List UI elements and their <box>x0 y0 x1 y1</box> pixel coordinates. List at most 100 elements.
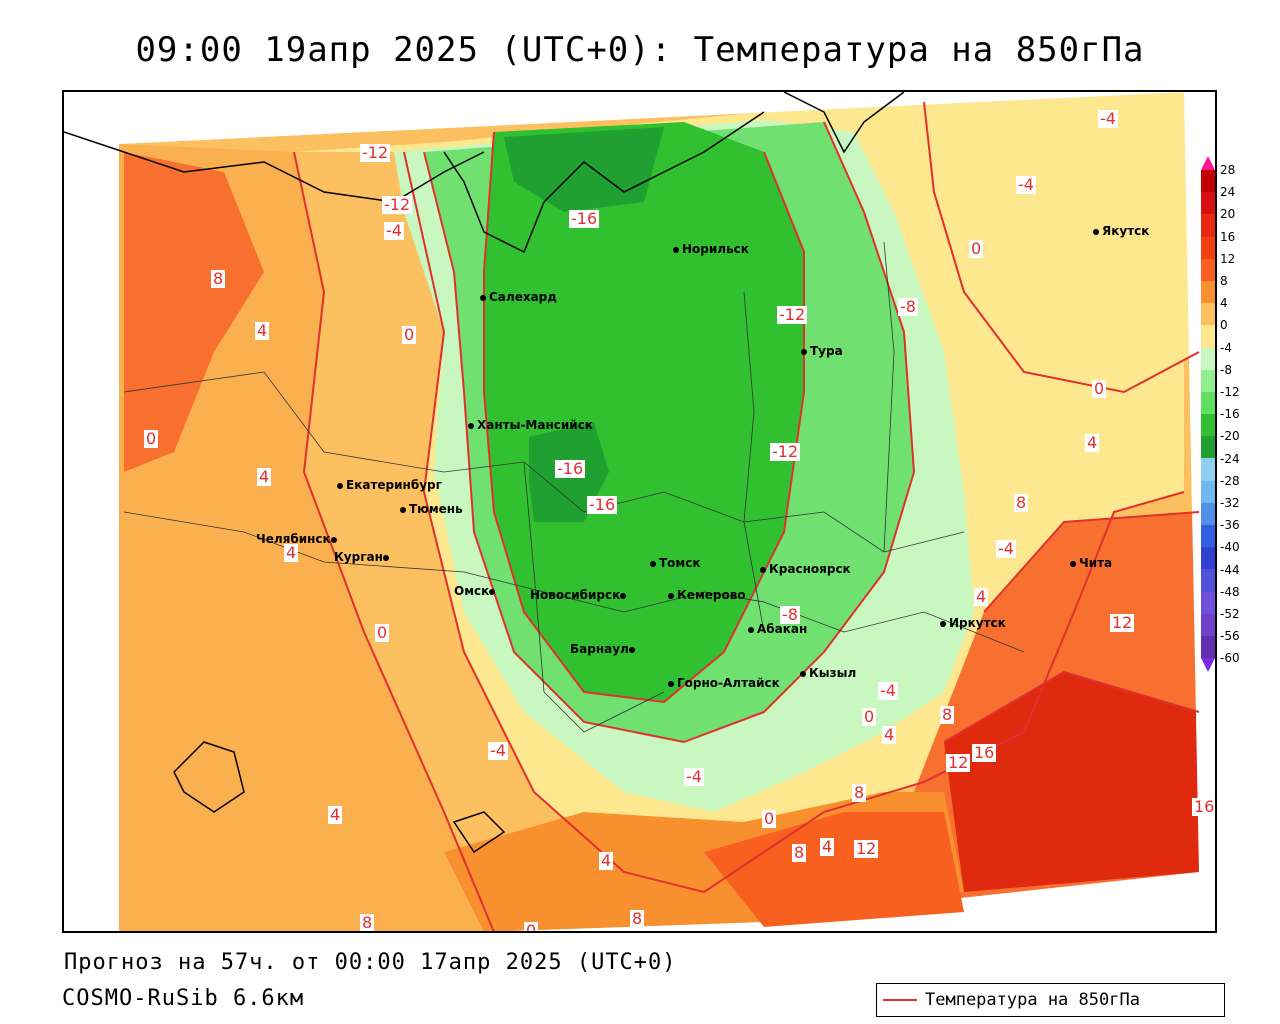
colorbar-bottom-arrow <box>1201 658 1215 673</box>
colorbar-tick-label: 28 <box>1220 163 1236 177</box>
city-marker: Салехард <box>480 290 557 304</box>
isotherm-label: 8 <box>792 843 807 862</box>
colorbar-tick-label: -28 <box>1220 473 1240 488</box>
isotherm-label: -4 <box>684 767 704 786</box>
isotherm-label: 4 <box>255 321 270 340</box>
city-marker: Курган <box>334 550 392 564</box>
isotherm-label: -8 <box>898 297 918 316</box>
isotherm-label: 4 <box>820 837 835 856</box>
hot-area-south <box>704 812 964 927</box>
colorbar-segment <box>1201 525 1215 548</box>
colorbar-tick-label: 4 <box>1220 296 1228 311</box>
colorbar-segment <box>1201 569 1215 592</box>
isotherm-label: -12 <box>360 143 391 162</box>
city-marker: Иркутск <box>940 616 1006 630</box>
colorbar-tick-label: 0 <box>1220 318 1228 333</box>
city-marker: Горно-Алтайск <box>668 676 780 690</box>
colorbar-tick-label: -12 <box>1220 385 1240 399</box>
isotherm-label: 8 <box>630 909 645 928</box>
isotherm-label: -16 <box>587 495 618 514</box>
isotherm-label: -12 <box>777 305 808 324</box>
yellow-northeast <box>924 92 1199 392</box>
colorbar-segment <box>1201 547 1215 570</box>
colorbar-tick-label: -52 <box>1220 607 1240 621</box>
isotherm-label: 4 <box>599 851 614 870</box>
map-area: -12 -12 -4 -16 8 4 0 -12 -8 -4 -4 0 0 -1… <box>62 90 1217 933</box>
city-marker: Чита <box>1070 556 1112 570</box>
isotherm-label: 0 <box>762 809 777 828</box>
colorbar-tick-label: -32 <box>1220 496 1240 510</box>
colorbar-tick-label: -44 <box>1220 562 1240 577</box>
isotherm-label: 0 <box>969 239 984 258</box>
colorbar-segment <box>1201 192 1215 215</box>
colorbar-segment <box>1201 347 1215 370</box>
colorbar-tick-label: -60 <box>1220 651 1240 666</box>
colorbar-segment <box>1201 280 1215 304</box>
isotherm-label: -4 <box>878 681 898 700</box>
colorbar-segment <box>1201 436 1215 459</box>
city-marker: Челябинск <box>256 532 340 546</box>
temperature-colorbar <box>1201 156 1215 673</box>
colorbar-segment <box>1201 214 1215 237</box>
colorbar-segment <box>1201 458 1215 481</box>
city-marker: Ханты-Мансийск <box>468 418 593 432</box>
city-marker: Томск <box>650 556 701 570</box>
city-marker: Тура <box>801 344 843 358</box>
city-marker: Кызыл <box>800 666 856 680</box>
city-marker: Тюмень <box>400 502 463 516</box>
forecast-info: Прогноз на 57ч. от 00:00 17апр 2025 (UTC… <box>64 950 677 975</box>
colorbar-tick-label: -4 <box>1220 340 1232 355</box>
isotherm-label: 4 <box>328 805 343 824</box>
legend: Температура на 850гПа <box>876 983 1225 1017</box>
legend-label: Температура на 850гПа <box>925 990 1140 1010</box>
colorbar-segment <box>1201 369 1215 392</box>
isotherm-label: 8 <box>940 705 955 724</box>
isotherm-label: 4 <box>1085 433 1100 452</box>
colorbar-tick-label: -20 <box>1220 429 1240 444</box>
city-marker: Новосибирск <box>530 588 629 602</box>
cold-core <box>484 122 804 702</box>
colorbar-segment <box>1201 391 1215 415</box>
isotherm-label: 0 <box>402 325 417 344</box>
isotherm-label: 4 <box>882 725 897 744</box>
hot-area-west <box>124 152 264 472</box>
isotherm-label: -4 <box>488 741 508 760</box>
isotherm-label: 8 <box>852 783 867 802</box>
city-marker: Екатеринбург <box>337 478 442 492</box>
colorbar-tick-label: 8 <box>1220 274 1228 288</box>
hottest-southeast <box>944 672 1199 892</box>
colorbar-tick-label: -48 <box>1220 584 1240 599</box>
isotherm-label: 0 <box>144 429 159 448</box>
colorbar-segment <box>1201 414 1215 437</box>
isotherm-label: 8 <box>360 913 375 932</box>
colorbar-segment <box>1201 325 1215 348</box>
city-marker: Барнаул <box>570 642 638 656</box>
legend-line <box>883 999 917 1001</box>
isotherm-label: -12 <box>382 195 413 214</box>
isotherm-label: 4 <box>284 543 299 562</box>
coastlines <box>64 92 905 854</box>
isotherm-label: -8 <box>780 605 800 624</box>
isotherm-label: 0 <box>375 623 390 642</box>
colorbar-segment <box>1201 591 1215 614</box>
colorbar-tick-label: 16 <box>1220 229 1236 244</box>
isotherm-label: 12 <box>854 839 879 858</box>
colorbar-tick-label: 20 <box>1220 207 1236 222</box>
model-name: COSMO-RuSib 6.6км <box>62 986 305 1011</box>
isotherm-label: 4 <box>257 467 272 486</box>
isotherm-label: -16 <box>569 209 600 228</box>
colorbar-tick-label: -40 <box>1220 540 1240 555</box>
isotherm-label: -4 <box>384 221 404 240</box>
isotherm-lines <box>293 101 1200 931</box>
coldest-north <box>504 127 664 212</box>
colorbar-segment <box>1201 236 1215 259</box>
isotherm-label: 0 <box>1092 379 1107 398</box>
isotherm-label: 0 <box>862 707 877 726</box>
colorbar-tick-label: -16 <box>1220 407 1240 422</box>
isotherm-label: -12 <box>770 442 801 461</box>
city-marker: Норильск <box>673 242 749 256</box>
colorbar-segment <box>1201 613 1215 636</box>
colorbar-tick-label: 24 <box>1220 185 1236 200</box>
city-marker: Абакан <box>748 622 807 636</box>
colorbar-segment <box>1201 635 1215 659</box>
